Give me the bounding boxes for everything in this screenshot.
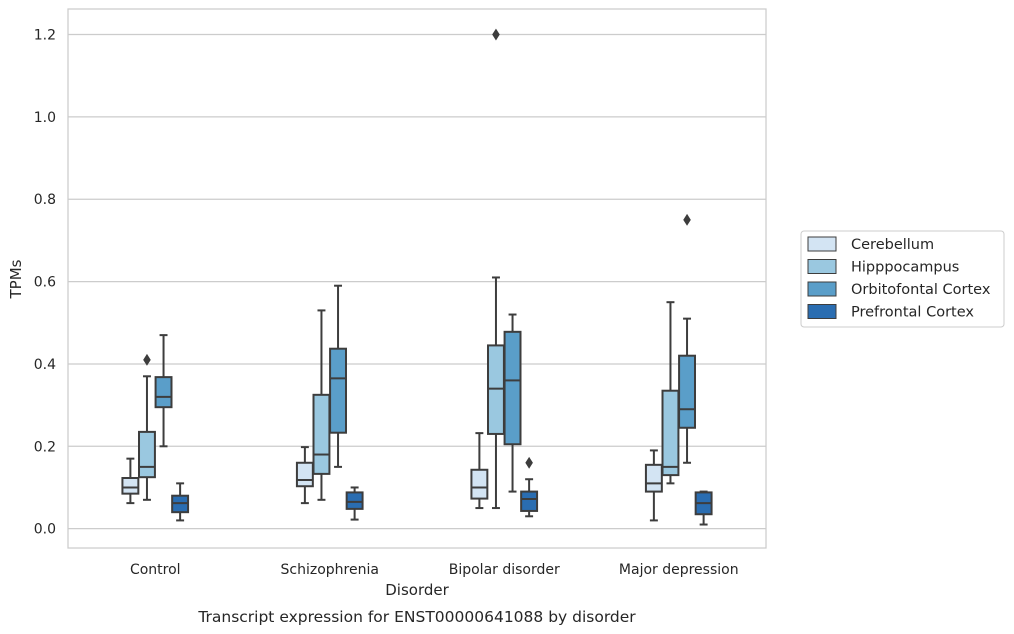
- box-iqr: [121, 477, 140, 495]
- box-0-0: [121, 457, 140, 505]
- x-tick-label: Control: [130, 562, 181, 578]
- gridlines: [68, 33, 766, 530]
- box-0-3: [171, 482, 190, 522]
- legend-label: Hipppocampus: [851, 260, 959, 276]
- box-3-3: [694, 490, 713, 526]
- box-iqr: [154, 376, 173, 409]
- legend-swatch: [807, 259, 837, 274]
- box-1-3: [345, 486, 364, 521]
- x-tick-label: Schizophrenia: [281, 562, 379, 578]
- y-tick-label: 0.2: [34, 439, 56, 455]
- y-tick-label: 1.0: [34, 110, 56, 126]
- box-1-2: [329, 284, 347, 468]
- legend-label: Orbitofontal Cortex: [851, 282, 991, 298]
- legend-swatch: [807, 304, 837, 319]
- box-0-2: [154, 334, 173, 448]
- box-2-3: [520, 456, 539, 518]
- outlier-point: [492, 28, 500, 41]
- legend-label: Prefrontal Cortex: [851, 305, 974, 321]
- y-axis-ticks: 0.0 0.2 0.4 0.6 0.8 1.0 1.2: [34, 28, 56, 538]
- box-iqr: [644, 463, 663, 493]
- box-0-1: [138, 353, 156, 501]
- legend-frame: [800, 230, 1005, 328]
- chart-caption: Transcript expression for ENST0000064108…: [197, 608, 636, 626]
- x-tick-label: Bipolar disorder: [449, 562, 560, 578]
- boxes: [121, 28, 713, 526]
- outlier-point: [525, 456, 533, 469]
- box-3-1: [661, 301, 680, 485]
- box-iqr: [138, 430, 156, 479]
- box-iqr: [345, 491, 364, 510]
- legend-label: Cerebellum: [851, 237, 934, 253]
- box-2-0: [470, 432, 489, 510]
- y-tick-label: 0.0: [34, 522, 56, 538]
- box-iqr: [312, 393, 331, 475]
- box-1-1: [312, 309, 331, 501]
- legend: Cerebellum Hipppocampus Orbitofontal Corte…: [800, 230, 1005, 328]
- box-3-2: [678, 213, 696, 464]
- y-tick-label: 0.6: [34, 275, 56, 291]
- legend-swatch: [807, 236, 837, 252]
- box-2-2: [503, 313, 522, 493]
- legend-swatch: [807, 281, 837, 297]
- x-axis-ticks: Control Schizophrenia Bipolar disorder Majo…: [130, 562, 739, 578]
- x-tick-label: Major depression: [619, 562, 739, 578]
- outlier-point: [143, 353, 151, 366]
- box-iqr: [503, 330, 522, 446]
- box-iqr: [295, 461, 314, 488]
- box-2-1: [487, 28, 505, 510]
- box-iqr: [487, 344, 505, 435]
- y-tick-label: 1.2: [34, 28, 56, 44]
- x-axis-label: Disorder: [385, 581, 449, 599]
- box-1-0: [295, 446, 314, 505]
- box-3-0: [644, 449, 663, 522]
- y-tick-label: 0.8: [34, 192, 56, 208]
- y-tick-label: 0.4: [34, 357, 56, 373]
- outlier-point: [683, 213, 691, 226]
- y-axis-label: TPMs: [7, 259, 25, 299]
- box-iqr: [678, 354, 696, 429]
- box-iqr: [661, 389, 680, 477]
- plot-area-frame: [67, 8, 767, 549]
- box-iqr: [470, 468, 489, 500]
- box-iqr: [329, 347, 347, 434]
- box-iqr: [520, 490, 539, 512]
